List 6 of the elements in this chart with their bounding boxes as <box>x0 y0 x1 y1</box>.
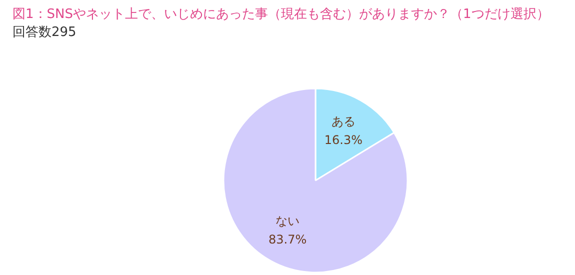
slice-label: ある <box>331 114 356 129</box>
data-label: 16.3% <box>324 132 363 147</box>
slice-label: ない <box>276 214 300 228</box>
data-label: 83.7% <box>268 232 307 246</box>
chart-title: 図1：SNSやネット上で、いじめにあった事（現在も含む）がありますか？（1つだけ選択） <box>12 7 550 22</box>
text: 回答数295 <box>12 25 76 40</box>
